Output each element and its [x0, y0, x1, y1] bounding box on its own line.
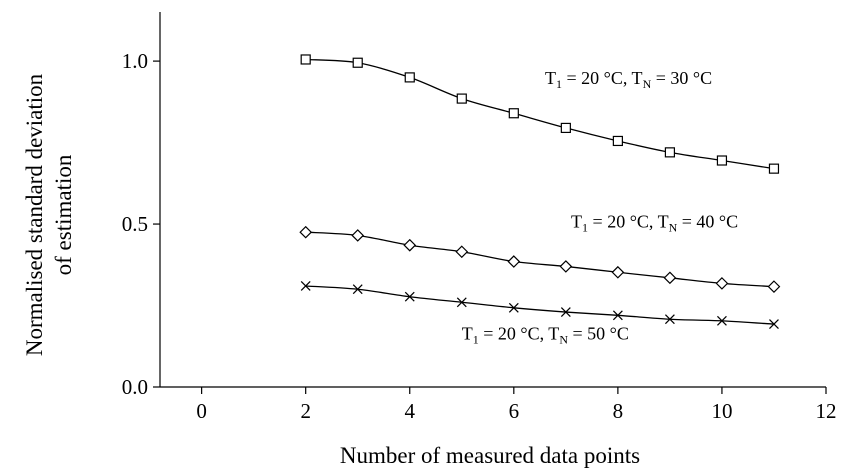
- y-tick-label: 1.0: [122, 49, 148, 73]
- x-tick-label: 2: [300, 399, 311, 423]
- cross-marker: [508, 302, 519, 313]
- cross-marker: [717, 315, 727, 326]
- series-diamond: [299, 225, 781, 293]
- cross-marker: [352, 284, 363, 295]
- square-marker: [456, 93, 467, 104]
- cross-marker: [664, 314, 675, 325]
- x-axis-title: Number of measured data points: [340, 443, 640, 468]
- x-tick-label: 10: [711, 399, 732, 423]
- diamond-marker: [663, 271, 677, 285]
- diamond-marker: [299, 225, 313, 239]
- square-marker: [768, 163, 780, 174]
- x-tick-label: 6: [509, 399, 520, 423]
- cross-marker: [456, 297, 467, 308]
- diamond-marker: [715, 277, 729, 290]
- square-marker: [300, 54, 311, 65]
- axes: 0 2 4 6 8 10 12 0.0 0.5 1.0: [122, 12, 837, 423]
- square-marker: [716, 155, 728, 166]
- series-line: [305, 231, 775, 288]
- annotation-layer: T1 = 20 °C, TN = 30 °C T1 = 20 °C, TN = 4…: [462, 68, 738, 347]
- diamond-marker: [507, 255, 521, 268]
- square-marker: [560, 122, 571, 134]
- x-tick-label: 8: [613, 399, 624, 423]
- y-tick-label: 0.0: [122, 375, 148, 399]
- square-marker: [508, 108, 519, 119]
- diamond-marker: [767, 280, 781, 293]
- diamond-marker: [403, 238, 417, 252]
- square-marker: [404, 72, 415, 83]
- diamond-marker: [351, 229, 365, 242]
- series-annotation: T1 = 20 °C, TN = 50 °C: [462, 324, 629, 347]
- x-tick-label: 12: [816, 399, 837, 423]
- series-cross: [300, 281, 779, 330]
- series-annotation: T1 = 20 °C, TN = 40 °C: [571, 211, 738, 234]
- series-square: [300, 54, 780, 174]
- series-line: [305, 285, 775, 325]
- cross-marker: [560, 307, 571, 317]
- diamond-marker: [455, 245, 469, 259]
- y-axis-title: Normalised standard deviation of estimat…: [22, 73, 76, 356]
- series-annotation: T1 = 20 °C, TN = 30 °C: [545, 68, 712, 91]
- x-tick-label: 0: [196, 399, 207, 423]
- y-axis-title-line-1: Normalised standard deviation: [22, 73, 47, 356]
- series-layer: [299, 54, 781, 330]
- y-tick-label: 0.5: [122, 212, 148, 236]
- square-marker: [352, 57, 363, 68]
- cross-marker: [769, 319, 779, 330]
- cross-marker: [404, 291, 415, 302]
- diamond-marker: [611, 265, 625, 279]
- square-marker: [664, 147, 676, 158]
- square-marker: [612, 135, 623, 147]
- cross-marker: [612, 310, 623, 321]
- diamond-marker: [559, 260, 573, 273]
- x-tick-label: 4: [405, 399, 416, 423]
- y-axis-title-line-2: of estimation: [51, 154, 76, 275]
- series-line: [305, 58, 775, 170]
- cross-marker: [300, 281, 311, 291]
